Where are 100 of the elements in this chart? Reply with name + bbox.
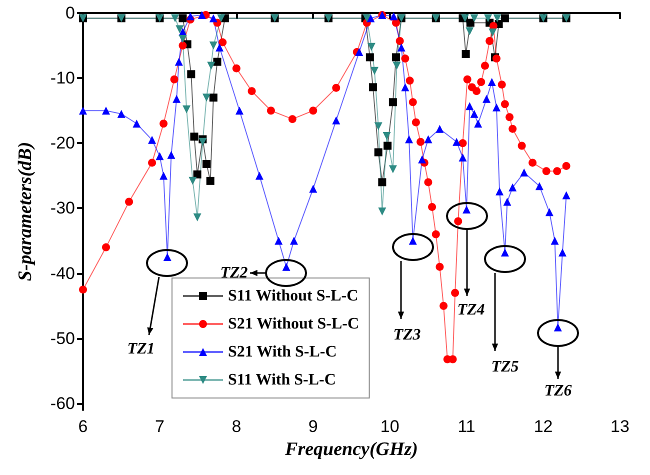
x-axis-title: Frequency(GHz) (284, 439, 418, 460)
point (370, 66, 379, 75)
point (378, 208, 386, 216)
point (477, 78, 486, 86)
x-tick-label: 13 (610, 417, 630, 436)
point (206, 176, 214, 185)
point (182, 105, 191, 114)
point (432, 230, 440, 238)
point (412, 118, 420, 126)
point (288, 115, 296, 124)
point (462, 206, 471, 214)
point (408, 236, 417, 245)
point (506, 113, 514, 122)
point (508, 183, 517, 192)
annotation: TZ6 (544, 382, 572, 400)
point (518, 142, 526, 150)
point (178, 14, 187, 22)
point (545, 208, 554, 216)
point (392, 53, 400, 62)
point (424, 178, 432, 186)
point (488, 78, 496, 86)
point (209, 42, 218, 50)
point (392, 62, 401, 70)
point (436, 124, 444, 133)
point (167, 150, 176, 159)
point (406, 76, 414, 85)
point (535, 182, 544, 190)
x-tick-label: 12 (534, 417, 553, 436)
point (500, 248, 509, 256)
point (148, 136, 156, 144)
point (408, 98, 417, 106)
point (480, 62, 489, 70)
point (187, 70, 196, 78)
point (405, 135, 414, 144)
y-tick-label: -60 (50, 394, 75, 413)
point (198, 138, 207, 146)
point (503, 198, 512, 206)
point (396, 36, 404, 45)
point (458, 153, 467, 162)
point (209, 94, 218, 102)
point (170, 75, 178, 84)
point (451, 288, 460, 297)
point (486, 36, 494, 45)
x-tick-label: 11 (458, 417, 476, 436)
point (436, 262, 444, 271)
point (558, 248, 566, 256)
point (382, 132, 391, 140)
point (390, 12, 398, 20)
point (368, 83, 377, 92)
point (384, 142, 392, 150)
point (309, 106, 318, 115)
point (198, 10, 206, 19)
point (209, 14, 218, 22)
point (207, 62, 216, 70)
point (193, 170, 202, 178)
point (235, 106, 244, 115)
point (500, 100, 509, 108)
x-tick-label: 9 (308, 417, 318, 436)
y-tick-label: -10 (50, 68, 75, 88)
point (282, 262, 290, 271)
point (193, 213, 202, 222)
point (232, 64, 240, 72)
point (176, 25, 184, 34)
point (508, 124, 517, 133)
point (172, 94, 181, 103)
point (309, 184, 318, 193)
y-tick-label: -30 (50, 198, 75, 218)
legend-label: S11 Without S-L-C (228, 288, 358, 304)
point (374, 148, 382, 156)
point (163, 253, 172, 262)
point (366, 53, 374, 62)
point (498, 80, 506, 89)
point (500, 14, 509, 22)
point (274, 236, 283, 245)
point (416, 138, 425, 146)
y-tick-label: 0 (66, 4, 75, 22)
point (171, 14, 180, 22)
legend-label: S21 With S-L-C (228, 344, 337, 360)
point (79, 286, 87, 294)
point (178, 35, 187, 44)
annotation: TZ1 (127, 340, 155, 358)
x-tick-label: 8 (232, 417, 242, 436)
point (474, 120, 482, 128)
point (454, 217, 462, 226)
point (418, 155, 426, 164)
point (117, 110, 126, 118)
x-tick-label: 6 (78, 417, 88, 436)
point (148, 158, 156, 167)
y-tick-label: -50 (50, 328, 75, 348)
point (492, 103, 500, 112)
point (188, 176, 197, 185)
point (520, 168, 528, 176)
point (562, 191, 570, 200)
point (216, 43, 224, 52)
point (397, 43, 406, 52)
point (156, 152, 164, 160)
point (466, 27, 474, 36)
legend-label: S21 Without S-L-C (228, 316, 359, 332)
annotation: TZ5 (491, 358, 519, 376)
point (466, 102, 474, 110)
